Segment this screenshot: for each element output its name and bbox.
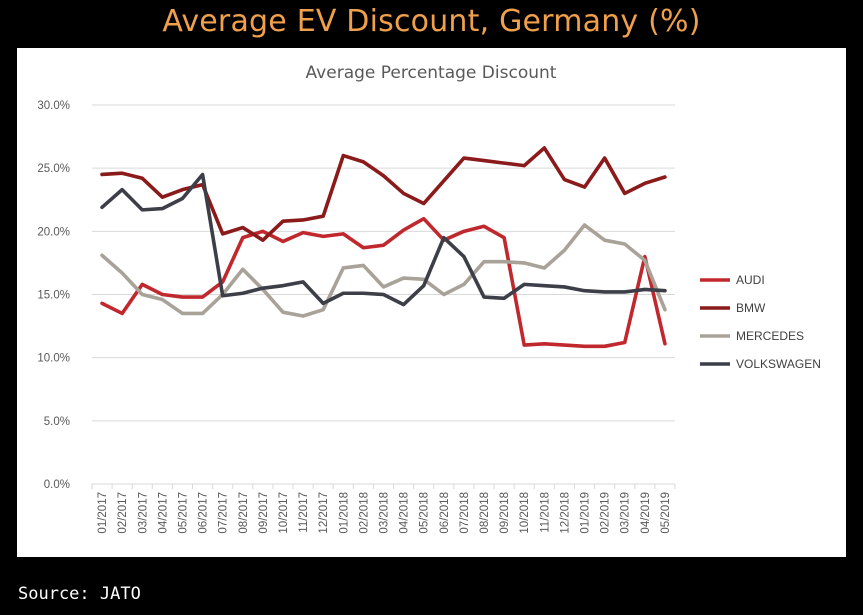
x-tick-label: 07/2017 xyxy=(218,492,230,534)
x-tick-label: 06/2017 xyxy=(198,492,210,534)
x-tick-label: 03/2019 xyxy=(620,492,632,534)
line-chart: Average Percentage Discount 0.0% 5.0% 10.0… xyxy=(37,63,821,534)
series-line-bmw xyxy=(100,146,667,242)
x-tick-label: 10/2017 xyxy=(278,492,290,534)
page-title: Average EV Discount, Germany (%) xyxy=(162,4,701,39)
legend-label: AUDI xyxy=(736,273,765,287)
legend-label: MERCEDES xyxy=(736,329,804,343)
x-tick-label: 08/2018 xyxy=(479,492,491,534)
x-tick-label: 09/2017 xyxy=(258,492,270,534)
series-lines xyxy=(100,146,667,349)
x-tick-label: 02/2019 xyxy=(600,492,612,534)
x-tick-label: 01/2019 xyxy=(580,492,592,534)
x-tick-label: 04/2019 xyxy=(640,492,652,534)
y-tick-label: 5.0% xyxy=(44,416,70,428)
x-tick-label: 08/2017 xyxy=(238,492,250,534)
x-tick-label: 01/2017 xyxy=(97,492,109,534)
y-tick-label: 25.0% xyxy=(37,163,70,175)
x-tick-label: 11/2017 xyxy=(298,492,310,533)
x-tick-label: 12/2017 xyxy=(318,492,330,534)
x-tick-label: 04/2017 xyxy=(157,492,169,534)
x-tick-label: 12/2018 xyxy=(559,492,571,534)
series-line-audi xyxy=(100,216,667,349)
x-axis-ticks: 01/2017 02/2017 03/2017 04/2017 05/2017 06/20… xyxy=(91,484,676,534)
legend: AUDI BMW MERCEDES VOLKSWAGEN xyxy=(700,273,821,371)
chart-title: Average Percentage Discount xyxy=(306,63,557,83)
x-tick-label: 07/2018 xyxy=(459,492,471,534)
gridlines xyxy=(92,104,675,485)
x-tick-label: 05/2018 xyxy=(419,492,431,534)
y-tick-label: 10.0% xyxy=(37,353,70,365)
series-line-volkswagen xyxy=(100,172,667,307)
y-tick-label: 30.0% xyxy=(37,100,70,112)
x-tick-label: 03/2018 xyxy=(379,492,391,534)
y-tick-label: 15.0% xyxy=(37,290,70,302)
x-tick-label: 10/2018 xyxy=(519,492,531,534)
x-tick-label: 01/2018 xyxy=(338,492,350,534)
x-tick-label: 04/2018 xyxy=(399,492,411,534)
legend-label: BMW xyxy=(736,301,766,315)
x-tick-label: 11/2018 xyxy=(539,492,551,533)
x-tick-label: 06/2018 xyxy=(439,492,451,534)
series-line-mercedes xyxy=(100,223,667,318)
legend-label: VOLKSWAGEN xyxy=(736,357,821,371)
y-axis-ticks: 0.0% 5.0% 10.0% 15.0% 20.0% 25.0% 30.0% xyxy=(37,100,70,491)
x-tick-label: 09/2018 xyxy=(499,492,511,534)
y-tick-label: 0.0% xyxy=(44,479,70,491)
y-tick-label: 20.0% xyxy=(37,226,70,238)
x-tick-label: 05/2019 xyxy=(660,492,672,534)
x-tick-label: 05/2017 xyxy=(177,492,189,534)
x-tick-label: 02/2017 xyxy=(117,492,129,534)
chart-panel: Average Percentage Discount 0.0% 5.0% 10.0… xyxy=(17,48,846,557)
x-tick-label: 03/2017 xyxy=(137,492,149,534)
source-note: Source: JATO xyxy=(18,584,141,604)
x-tick-label: 02/2018 xyxy=(358,492,370,534)
